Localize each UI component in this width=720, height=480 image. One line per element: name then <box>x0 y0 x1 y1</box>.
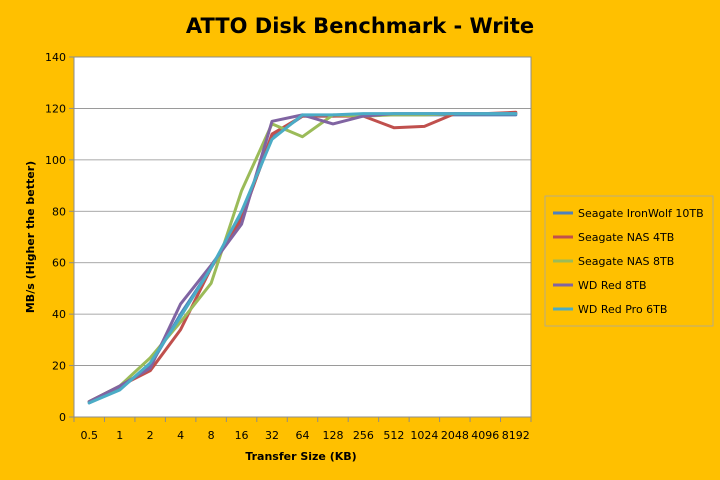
x-tick-label: 4096 <box>471 429 499 442</box>
y-tick-label: 0 <box>59 411 66 424</box>
x-tick-label: 0.5 <box>80 429 98 442</box>
x-tick-label: 256 <box>353 429 374 442</box>
legend-entry: Seagate IronWolf 10TB <box>578 207 704 220</box>
legend-entry: Seagate NAS 4TB <box>578 231 674 244</box>
legend: Seagate IronWolf 10TB Seagate NAS 4TB Seag… <box>553 207 704 316</box>
x-tick-label: 512 <box>383 429 404 442</box>
y-tick-label: 100 <box>45 154 66 167</box>
chart-title: ATTO Disk Benchmark - Write <box>186 14 534 38</box>
legend-entry: Seagate NAS 8TB <box>578 255 674 268</box>
y-tick-label: 80 <box>52 205 66 218</box>
series-lines <box>87 110 518 405</box>
y-tick-label: 20 <box>52 360 66 373</box>
x-tick-label: 32 <box>265 429 279 442</box>
legend-entry: WD Red Pro 6TB <box>578 303 667 316</box>
axes: 0 20 40 60 80 100 120 140 0.5 1 2 4 8 16 32 64 128 256 512… <box>45 51 532 442</box>
x-tick-label: 2 <box>147 429 154 442</box>
legend-box <box>544 195 714 327</box>
y-tick-label: 120 <box>45 102 66 115</box>
legend-entry: WD Red 8TB <box>578 279 647 292</box>
x-tick-label: 4 <box>177 429 184 442</box>
x-tick-label: 128 <box>322 429 343 442</box>
y-tick-label: 140 <box>45 51 66 64</box>
x-tick-label: 16 <box>235 429 249 442</box>
y-tick-label: 60 <box>52 257 66 270</box>
x-tick-label: 8 <box>208 429 215 442</box>
x-tick-label: 8192 <box>502 429 530 442</box>
x-tick-label: 64 <box>296 429 310 442</box>
y-axis-label: MB/s (Higher the better) <box>24 161 37 313</box>
x-tick-label: 1 <box>116 429 123 442</box>
series-line-wd-red-pro-6tb <box>87 112 518 405</box>
x-tick-label: 1024 <box>410 429 438 442</box>
y-tick-label: 40 <box>52 308 66 321</box>
x-tick-label: 2048 <box>441 429 469 442</box>
x-axis-label: Transfer Size (KB) <box>245 450 356 463</box>
